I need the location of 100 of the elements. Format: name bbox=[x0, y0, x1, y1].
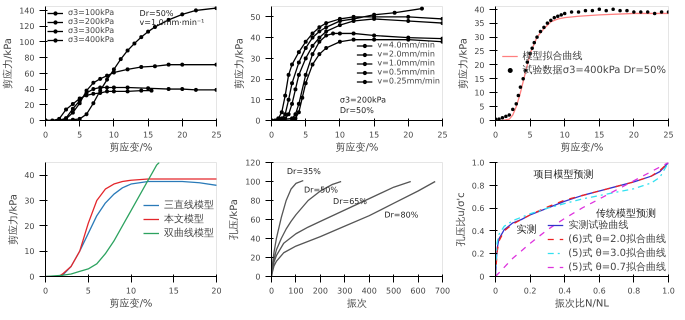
x-axis-title: 剪应变/% bbox=[110, 298, 152, 310]
x-tick-label: 10 bbox=[126, 286, 136, 296]
x-tick-label: 10 bbox=[334, 130, 345, 140]
y-tick-label: 1.0 bbox=[472, 158, 485, 168]
annotation: Dr=50% bbox=[140, 8, 174, 18]
y-tick-label: 60 bbox=[250, 216, 261, 224]
legend-label: v=1.0mm/min bbox=[377, 58, 435, 68]
y-tick-label: 20 bbox=[474, 60, 485, 70]
y-tick-label: 10 bbox=[24, 247, 35, 256]
y-tick-label: 35 bbox=[474, 19, 485, 28]
annotation: 项目模型预测 bbox=[534, 168, 594, 181]
legend-label: σ3=300kPa bbox=[68, 26, 114, 35]
y-tick-label: 15 bbox=[474, 74, 485, 84]
legend-label: 三直线模型 bbox=[164, 198, 214, 212]
annotation: 实测 bbox=[516, 223, 536, 236]
y-axis-title: 剪应力/kPa bbox=[233, 38, 246, 89]
y-tick-label: 0 bbox=[29, 116, 35, 126]
y-tick-label: 0 bbox=[479, 272, 485, 282]
legend-label: v=0.5mm/min bbox=[377, 68, 435, 76]
x-tick-label: 5 bbox=[86, 286, 91, 296]
y-tick-label: 0 bbox=[479, 116, 485, 126]
x-tick-label: 25 bbox=[663, 130, 674, 140]
y-axis-title: 孔压比u/σ'c bbox=[454, 192, 467, 247]
y-tick-label: 5 bbox=[479, 102, 485, 112]
y-tick-label: 40 bbox=[250, 34, 261, 43]
y-tick-label: 120 bbox=[245, 158, 261, 168]
annotation: Dr=50% bbox=[340, 106, 374, 115]
x-tick-label: 20 bbox=[177, 130, 188, 140]
y-tick-label: 20 bbox=[250, 75, 261, 84]
y-tick-label: 20 bbox=[24, 222, 35, 231]
y-tick-label: 80 bbox=[24, 54, 35, 63]
x-tick-label: 1.0 bbox=[662, 286, 675, 296]
y-axis-title: 孔压/kPa bbox=[229, 199, 240, 240]
legend-label: v=4.0mm/min bbox=[377, 40, 435, 50]
legend-label: 本文模型 bbox=[164, 212, 204, 226]
x-tick-label: 0 bbox=[42, 286, 48, 296]
x-tick-label: 200 bbox=[312, 286, 328, 296]
x-axis-title: 剪应变/% bbox=[336, 142, 378, 154]
x-tick-label: 300 bbox=[337, 286, 352, 296]
y-tick-label: 0.8 bbox=[472, 181, 485, 190]
x-tick-label: 5 bbox=[303, 130, 308, 140]
y-tick-label: 100 bbox=[19, 38, 35, 47]
x-tick-label: 5 bbox=[528, 130, 533, 140]
legend-label: σ3=100kPa bbox=[68, 8, 114, 17]
legend-label: (5)式 θ=3.0拟合曲线 bbox=[568, 246, 666, 260]
x-axis-title: 振次比N/NL bbox=[555, 298, 610, 310]
y-tick-label: 40 bbox=[24, 171, 35, 180]
x-tick-label: 0.6 bbox=[592, 286, 606, 296]
x-tick-label: 500 bbox=[386, 286, 402, 296]
y-tick-label: 20 bbox=[250, 254, 261, 262]
annotation: Dr=80% bbox=[384, 210, 419, 220]
y-tick-label: 40 bbox=[24, 85, 35, 94]
x-tick-label: 10 bbox=[560, 130, 570, 140]
legend-label: σ3=200kPa bbox=[68, 17, 114, 26]
x-axis-title: 剪应变/% bbox=[560, 142, 604, 154]
x-tick-label: 0.8 bbox=[628, 286, 640, 296]
legend-label: 双曲线模型 bbox=[164, 226, 214, 240]
y-tick-label: 0 bbox=[255, 272, 261, 282]
y-axis-title: 剪应力/kPa bbox=[2, 38, 14, 89]
y-tick-label: 0.2 bbox=[472, 250, 485, 259]
x-tick-label: 0 bbox=[268, 286, 274, 296]
y-tick-label: 20 bbox=[24, 100, 35, 110]
y-tick-label: 140 bbox=[19, 6, 35, 16]
x-tick-label: 400 bbox=[362, 286, 377, 296]
y-tick-label: 50 bbox=[250, 12, 261, 22]
x-axis-title: 剪应变/% bbox=[110, 142, 152, 154]
y-tick-label: 120 bbox=[19, 22, 35, 32]
x-tick-label: 15 bbox=[143, 130, 154, 140]
x-tick-label: 0 bbox=[492, 286, 498, 296]
x-tick-label: 5 bbox=[77, 130, 82, 140]
x-tick-label: 100 bbox=[288, 286, 304, 296]
x-tick-label: 20 bbox=[403, 130, 414, 140]
y-tick-label: 40 bbox=[474, 5, 485, 14]
legend-label: (6)式 θ=2.0拟合曲线 bbox=[568, 232, 666, 246]
y-tick-label: 10 bbox=[474, 88, 485, 98]
x-tick-label: 20 bbox=[211, 286, 222, 296]
y-tick-label: 25 bbox=[474, 46, 485, 56]
y-tick-label: 0.6 bbox=[472, 204, 485, 214]
x-tick-label: 10 bbox=[108, 130, 119, 140]
y-axis-title: 剪应力/kPa bbox=[7, 194, 20, 245]
x-tick-label: 25 bbox=[437, 130, 448, 140]
legend-label: σ3=400kPa bbox=[68, 35, 114, 44]
x-tick-label: 700 bbox=[434, 286, 450, 296]
x-tick-label: 20 bbox=[628, 130, 639, 140]
y-tick-label: 0.4 bbox=[472, 226, 485, 236]
y-tick-label: 30 bbox=[474, 33, 485, 42]
annotation: σ3=200kPa bbox=[340, 96, 386, 105]
annotation: Dr=35% bbox=[286, 167, 322, 176]
x-tick-label: 0.4 bbox=[558, 286, 572, 296]
legend-label: v=2.0mm/min bbox=[377, 50, 435, 58]
annotation: 传统模型预测 bbox=[596, 208, 656, 220]
y-tick-label: 0 bbox=[255, 116, 261, 126]
x-axis-title: 振次 bbox=[347, 298, 367, 310]
legend-label: v=0.25mm/min bbox=[377, 76, 440, 86]
y-tick-label: 60 bbox=[24, 69, 35, 78]
y-tick-label: 30 bbox=[24, 196, 35, 206]
x-tick-label: 0.2 bbox=[524, 286, 536, 296]
legend-label: 实测试验曲线 bbox=[568, 218, 628, 232]
y-tick-label: 80 bbox=[250, 196, 261, 206]
y-tick-label: 0 bbox=[29, 272, 35, 282]
